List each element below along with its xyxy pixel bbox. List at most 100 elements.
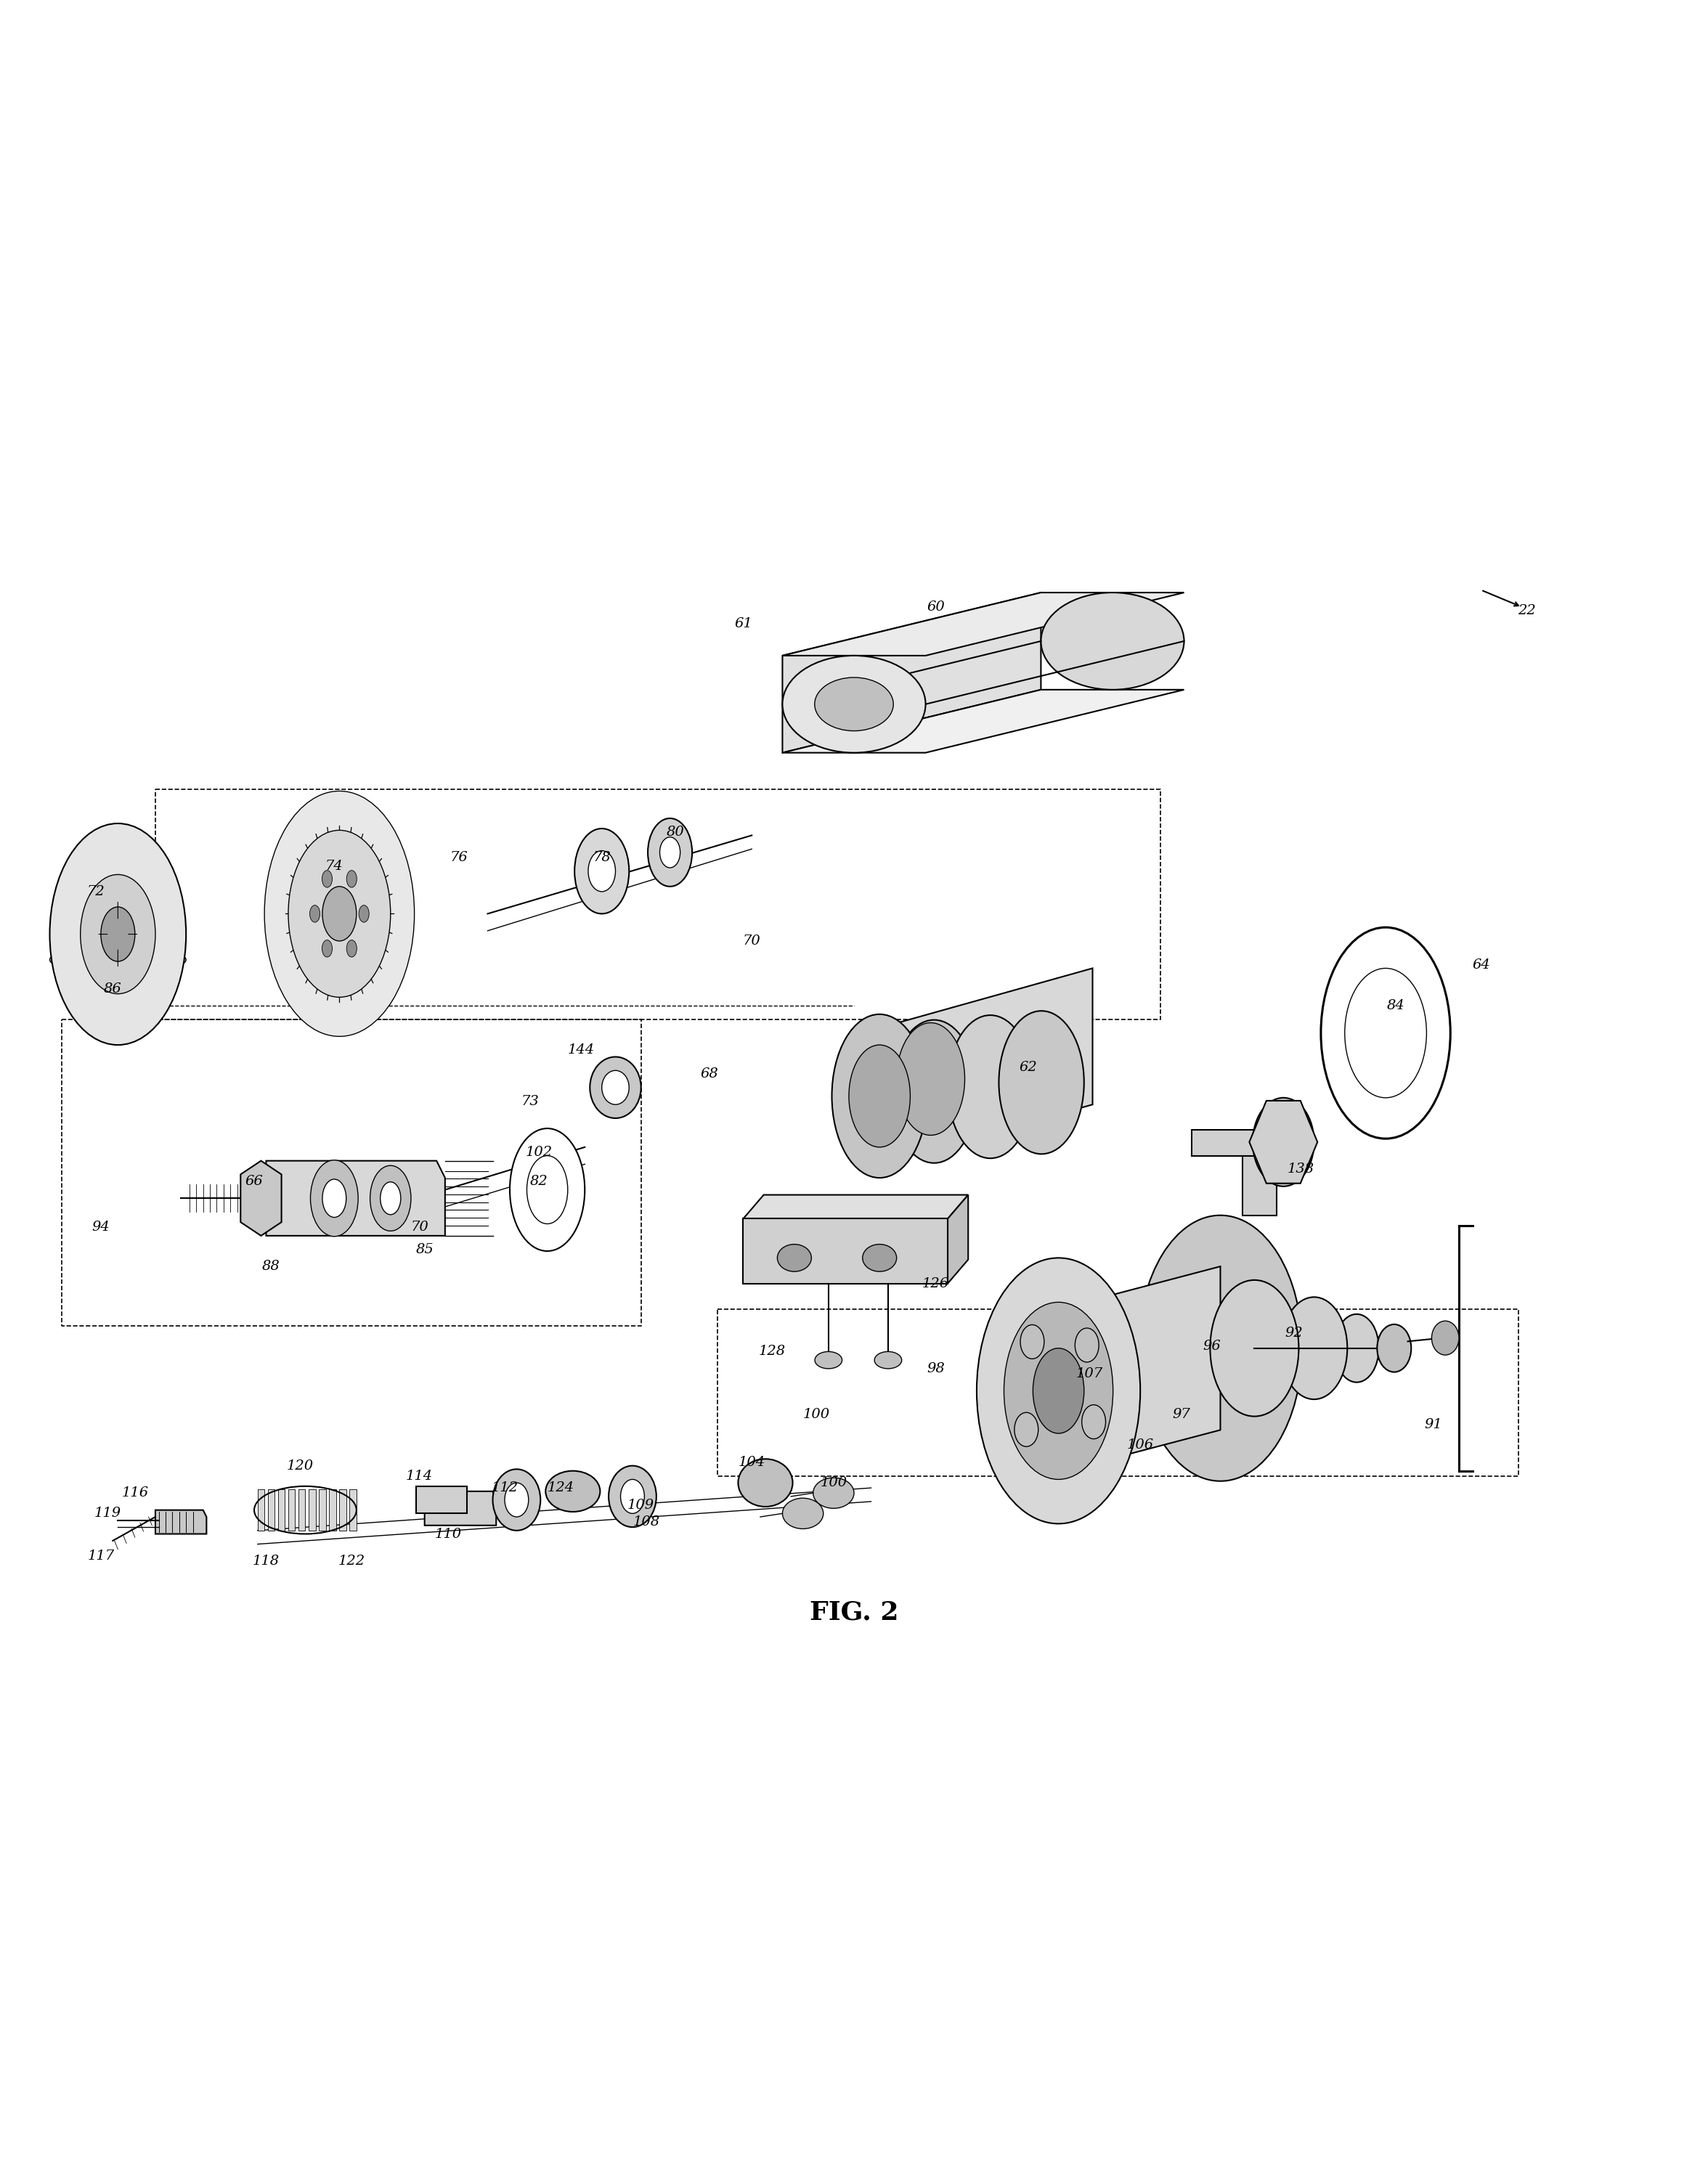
Polygon shape <box>289 1489 295 1530</box>
Polygon shape <box>319 1489 326 1530</box>
Polygon shape <box>417 1487 468 1513</box>
Ellipse shape <box>359 904 369 921</box>
Ellipse shape <box>815 1351 842 1368</box>
Ellipse shape <box>1004 1301 1114 1480</box>
Text: 122: 122 <box>338 1554 366 1567</box>
Polygon shape <box>743 1196 968 1219</box>
Polygon shape <box>782 593 1040 753</box>
Ellipse shape <box>50 824 186 1044</box>
Text: 128: 128 <box>758 1344 786 1357</box>
Ellipse shape <box>1252 1098 1313 1187</box>
Ellipse shape <box>1377 1325 1411 1372</box>
Ellipse shape <box>101 906 135 962</box>
Polygon shape <box>309 1489 316 1530</box>
Text: FIG. 2: FIG. 2 <box>810 1599 898 1625</box>
Ellipse shape <box>874 1351 902 1368</box>
Text: 116: 116 <box>121 1487 149 1500</box>
Ellipse shape <box>1015 1413 1038 1446</box>
Ellipse shape <box>545 1472 600 1513</box>
Polygon shape <box>1192 1131 1262 1157</box>
Text: 102: 102 <box>526 1146 552 1159</box>
Ellipse shape <box>897 1023 965 1135</box>
Ellipse shape <box>977 1258 1141 1524</box>
Text: 110: 110 <box>436 1528 461 1541</box>
Polygon shape <box>782 691 1184 753</box>
Ellipse shape <box>1139 1215 1301 1480</box>
Polygon shape <box>880 969 1093 1163</box>
Text: 120: 120 <box>287 1459 314 1472</box>
Text: 66: 66 <box>246 1174 263 1187</box>
Text: 104: 104 <box>738 1457 765 1470</box>
Polygon shape <box>268 1489 275 1530</box>
Ellipse shape <box>323 887 357 941</box>
Ellipse shape <box>50 945 186 973</box>
Text: 97: 97 <box>1172 1409 1190 1422</box>
Text: 78: 78 <box>593 850 611 863</box>
Ellipse shape <box>659 837 680 868</box>
Polygon shape <box>330 1489 336 1530</box>
Text: 124: 124 <box>548 1480 574 1495</box>
Text: 61: 61 <box>734 617 752 630</box>
Ellipse shape <box>1281 1297 1348 1398</box>
Text: 107: 107 <box>1076 1368 1103 1381</box>
Text: 22: 22 <box>1518 604 1535 617</box>
Ellipse shape <box>1431 1321 1459 1355</box>
Text: 80: 80 <box>666 824 685 839</box>
Ellipse shape <box>347 870 357 887</box>
Text: 112: 112 <box>492 1480 518 1495</box>
Ellipse shape <box>601 1070 629 1105</box>
Polygon shape <box>948 1196 968 1284</box>
Ellipse shape <box>574 829 629 913</box>
Polygon shape <box>155 1511 207 1534</box>
Text: 109: 109 <box>627 1498 654 1511</box>
Ellipse shape <box>782 1498 823 1528</box>
Ellipse shape <box>289 831 391 997</box>
Polygon shape <box>278 1489 285 1530</box>
Ellipse shape <box>1033 1349 1085 1433</box>
Text: 119: 119 <box>94 1506 121 1519</box>
Ellipse shape <box>647 818 692 887</box>
Ellipse shape <box>1040 593 1184 691</box>
Ellipse shape <box>620 1480 644 1513</box>
Text: 118: 118 <box>253 1554 280 1567</box>
Ellipse shape <box>309 904 319 921</box>
Text: 126: 126 <box>922 1278 950 1290</box>
Ellipse shape <box>494 1470 540 1530</box>
Text: 100: 100 <box>803 1409 830 1422</box>
Polygon shape <box>1059 1267 1220 1472</box>
Polygon shape <box>241 1161 282 1237</box>
Text: 70: 70 <box>410 1221 429 1234</box>
Polygon shape <box>782 593 1184 656</box>
Ellipse shape <box>1074 1327 1098 1362</box>
Polygon shape <box>425 1491 495 1526</box>
Ellipse shape <box>80 874 155 995</box>
Ellipse shape <box>1334 1314 1378 1383</box>
Text: 86: 86 <box>104 982 121 995</box>
Polygon shape <box>350 1489 357 1530</box>
Ellipse shape <box>813 1478 854 1508</box>
Ellipse shape <box>323 870 333 887</box>
Ellipse shape <box>863 1245 897 1271</box>
Ellipse shape <box>347 941 357 958</box>
Ellipse shape <box>849 1044 910 1148</box>
Ellipse shape <box>738 1459 793 1506</box>
Ellipse shape <box>782 656 926 753</box>
Ellipse shape <box>815 678 893 732</box>
Ellipse shape <box>1020 1325 1044 1360</box>
Text: 106: 106 <box>1127 1439 1153 1452</box>
Text: 84: 84 <box>1387 999 1406 1012</box>
Polygon shape <box>743 1219 948 1284</box>
Ellipse shape <box>381 1183 401 1215</box>
Text: 98: 98 <box>927 1362 945 1375</box>
Ellipse shape <box>311 1161 359 1237</box>
Ellipse shape <box>608 1465 656 1528</box>
Ellipse shape <box>323 941 333 958</box>
Text: 72: 72 <box>87 885 104 898</box>
Text: 91: 91 <box>1424 1418 1442 1431</box>
Ellipse shape <box>371 1165 412 1230</box>
Text: 94: 94 <box>92 1221 109 1234</box>
Ellipse shape <box>777 1245 811 1271</box>
Polygon shape <box>299 1489 306 1530</box>
Ellipse shape <box>999 1010 1085 1155</box>
Text: 114: 114 <box>407 1470 432 1483</box>
